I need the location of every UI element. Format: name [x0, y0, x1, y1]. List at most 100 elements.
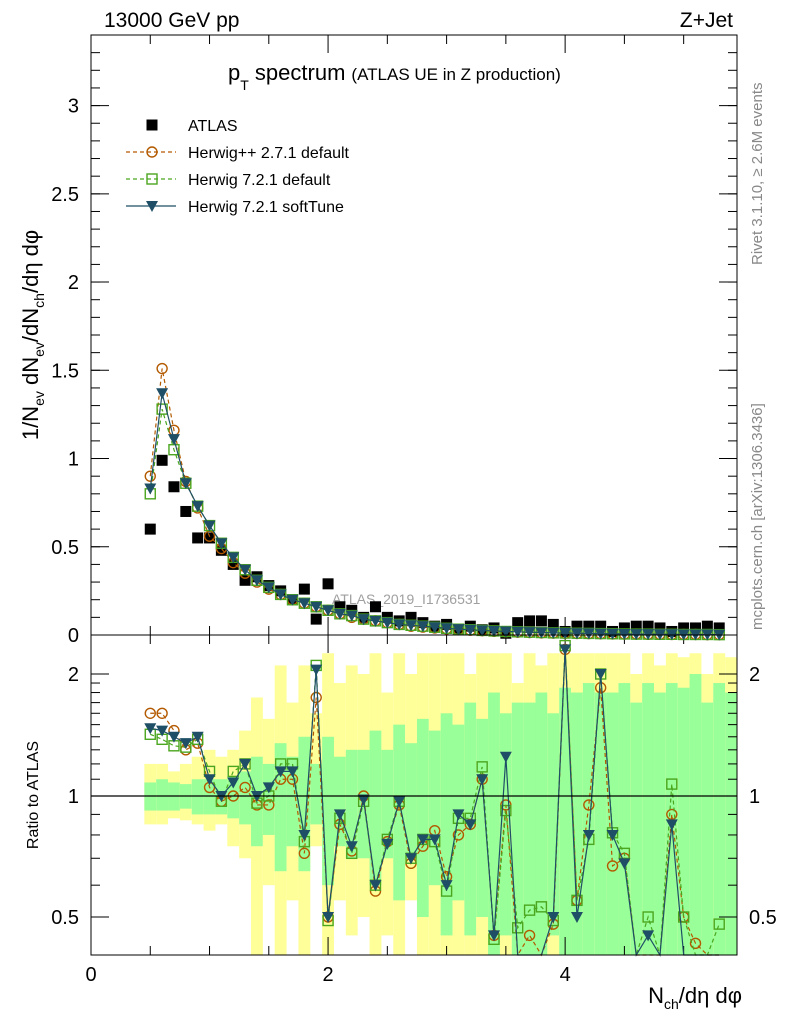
data-point [192, 532, 204, 544]
green-band-bin [571, 692, 583, 955]
data-point [571, 620, 583, 632]
data-point [286, 594, 299, 606]
y-tick-label: 2 [68, 272, 79, 294]
ratio-point [570, 912, 583, 923]
green-band-bin [677, 687, 690, 955]
y-axis-title-top: 1/Nev dNev/dNch/dη dφ [18, 230, 47, 440]
green-band-bin [701, 702, 714, 955]
data-point [428, 622, 441, 634]
data-point [570, 628, 583, 640]
green-band-bin [476, 718, 489, 917]
ratio-point [559, 644, 572, 656]
data-point [239, 564, 252, 576]
data-point [405, 620, 418, 632]
x-axis-title: Nch/dη dφ [648, 983, 742, 1012]
green-band-bin [689, 674, 702, 955]
green-band-bin [725, 692, 737, 955]
ratio-point [677, 911, 690, 923]
ratio-point [179, 738, 192, 750]
svg-text:pT spectrum(ATLAS UE in Z prod: pT spectrum (ATLAS UE in Z production) [228, 60, 561, 93]
x-tick-label: 0 [85, 964, 96, 986]
data-point [204, 532, 216, 544]
data-point [310, 601, 323, 613]
ratio-y-tick-label: 1 [68, 786, 79, 808]
legend-label: Herwig 7.2.1 default [188, 172, 331, 189]
data-point [322, 605, 335, 617]
data-point [381, 617, 394, 629]
data-point [654, 622, 666, 634]
ratio-point [357, 794, 370, 806]
data-point [156, 454, 168, 466]
data-point [583, 620, 595, 632]
y-tick-label: 0 [68, 625, 79, 647]
ratio-point [227, 777, 240, 789]
data-point [547, 627, 560, 639]
green-band-bin [227, 776, 240, 819]
ratio-point [393, 796, 406, 808]
green-band-bin [488, 692, 500, 955]
green-band-bin [345, 749, 358, 859]
green-band-bin [630, 702, 643, 955]
ratio-point [606, 829, 619, 841]
y-tick-label: 3 [68, 96, 79, 118]
ratio-point [298, 829, 311, 841]
ratio-point [452, 809, 465, 821]
ratio-point [583, 799, 595, 811]
green-band-bin [535, 692, 548, 955]
data-point [511, 626, 524, 638]
data-point [357, 614, 370, 626]
data-point [618, 628, 631, 640]
ratio-point [452, 829, 465, 841]
ratio-point [689, 937, 702, 950]
y-tick-label: 0.5 [51, 537, 79, 559]
ratio-point [665, 819, 678, 831]
analysis-watermark: ATLAS_2019_I1736531 [332, 591, 481, 607]
green-band-bin [416, 718, 429, 917]
data-point [488, 625, 501, 637]
data-point [440, 623, 453, 635]
ratio-point [476, 774, 489, 786]
ratio-point [345, 841, 358, 853]
data-point [618, 622, 630, 634]
ratio-panel-marks [144, 639, 725, 957]
ratio-point [464, 819, 477, 831]
legend-label: Herwig 7.2.1 softTune [188, 199, 344, 216]
x-tick-label: 2 [323, 964, 334, 986]
ratio-point [642, 930, 655, 942]
legend-marker [146, 119, 158, 131]
data-point [298, 583, 310, 595]
ratio-point [440, 880, 453, 892]
green-band-bin [369, 730, 382, 886]
ratio-point [381, 838, 394, 850]
ratio-point [274, 766, 287, 778]
green-band-bin [582, 683, 595, 955]
data-point [227, 558, 239, 570]
ratio-point [405, 853, 418, 865]
header-right: Z+Jet [680, 9, 733, 32]
ratio-point [310, 691, 322, 704]
ratio-point [512, 922, 524, 934]
data-point [416, 621, 429, 633]
data-point [594, 628, 607, 640]
data-point [476, 625, 489, 637]
data-point [156, 388, 169, 400]
data-point [678, 622, 690, 634]
data-point [215, 544, 227, 556]
plot-title-sub: T [240, 77, 249, 93]
data-point [606, 628, 619, 640]
green-band-bin [547, 713, 560, 936]
ratio-point [239, 758, 252, 770]
data-point [690, 622, 702, 634]
data-point [345, 610, 358, 622]
data-point [512, 617, 524, 629]
green-band-bin [381, 749, 394, 859]
ratio-point [547, 912, 560, 923]
ratio-point [476, 761, 488, 773]
green-band-bin [606, 692, 619, 955]
mcplots-label: mcplots.cern.ch [arXiv:1306.3436] [749, 403, 766, 630]
ratio-point [606, 860, 619, 872]
ratio-point [416, 834, 429, 846]
data-point [369, 615, 382, 627]
ratio-point [618, 858, 631, 870]
